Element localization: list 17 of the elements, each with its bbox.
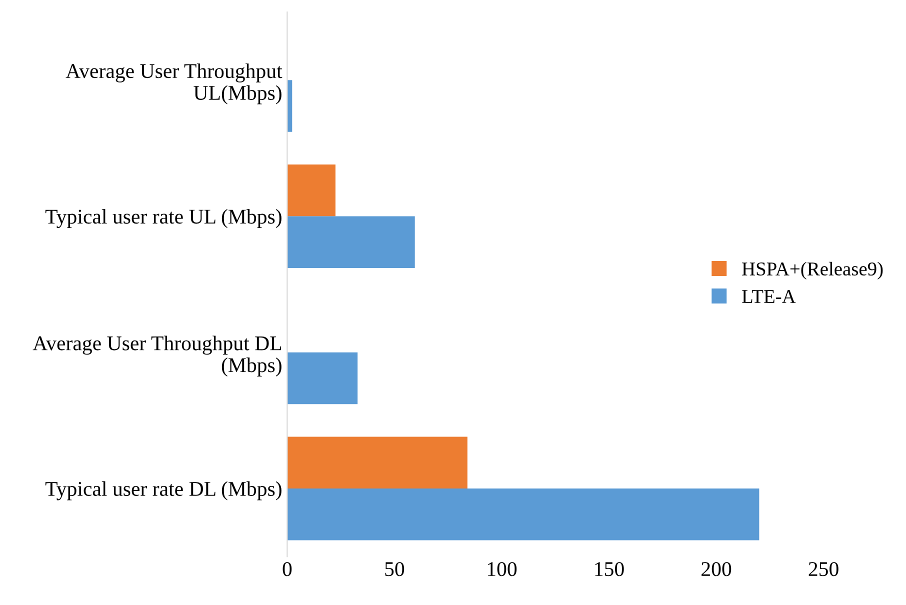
- bar: [287, 488, 760, 540]
- y-tick-label: Average User Throughput DL (Mbps): [32, 336, 282, 376]
- bar: [287, 216, 415, 268]
- y-tick-label: Typical user rate UL (Mbps): [45, 209, 282, 228]
- bar: [287, 436, 468, 489]
- x-tick-label: 250: [808, 562, 838, 576]
- y-tick-label: Average User Throughput UL(Mbps): [66, 63, 282, 104]
- x-tick-label: 200: [702, 562, 732, 576]
- bar: [287, 352, 358, 404]
- bar: [287, 164, 336, 216]
- x-tick-label: 50: [385, 562, 404, 576]
- y-tick-label: Typical user rate DL (Mbps): [45, 481, 282, 500]
- x-tick-label: 100: [488, 562, 517, 576]
- x-tick-label: 150: [595, 562, 624, 576]
- legend-label: HSPA+(Release9): [742, 262, 883, 280]
- x-tick-label: 0: [282, 562, 292, 576]
- legend-label: LTE-A: [742, 290, 796, 303]
